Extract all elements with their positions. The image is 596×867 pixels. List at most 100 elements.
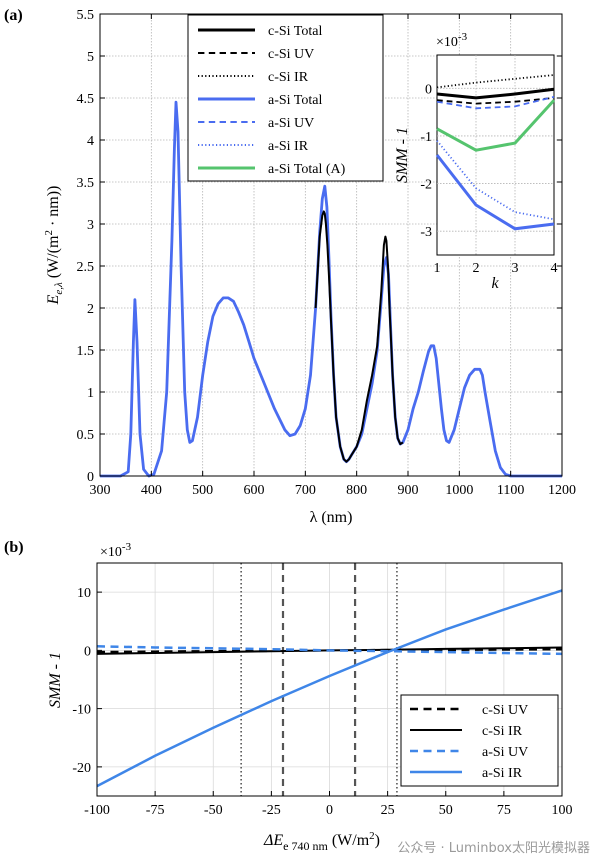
x-tick-label: 400 — [141, 483, 162, 498]
legend-label: a-Si IR — [268, 139, 309, 154]
panel-b-exponent: ×10-3 — [100, 541, 132, 560]
panel-b-xlabel-symbol: ΔE — [263, 832, 283, 849]
panel-b-xlabel-units: (W/m — [328, 832, 370, 849]
panel-a-ylabel-units: (W/(m — [45, 235, 62, 282]
y-tick-label: 1.5 — [77, 344, 95, 359]
inset-series-c-si-uv — [436, 97, 555, 105]
inset-x-tick-label: 2 — [473, 261, 480, 276]
legend-label: a-Si Total (A) — [268, 162, 346, 177]
inset-exponent-sup: -3 — [458, 31, 468, 43]
x-tick-label: 50 — [439, 803, 453, 818]
x-tick-label: -50 — [204, 803, 223, 818]
x-tick-label: 300 — [90, 483, 111, 498]
x-tick-label: 100 — [552, 803, 573, 818]
panel-a-series — [100, 100, 562, 478]
panel-b-series — [96, 589, 563, 788]
legend-label: c-Si IR — [268, 70, 309, 85]
x-tick-label: 700 — [295, 483, 316, 498]
inset-series-a-si-total — [435, 154, 555, 231]
inset-exponent: ×10-3 — [436, 31, 468, 50]
y-tick-label: 2.5 — [77, 260, 95, 275]
series-line-c-si-total — [314, 210, 404, 463]
panel-b-xlabel-sub: e 740 nm — [283, 839, 328, 853]
x-tick-label: 1000 — [445, 483, 473, 498]
legend-label: a-Si UV — [268, 116, 314, 131]
panel-b-y-axis-label: SMM - 1 — [47, 652, 64, 708]
panel-b-xlabel-tail: ) — [375, 832, 380, 849]
y-tick-label: 4.5 — [77, 92, 95, 107]
x-tick-label: 600 — [244, 483, 265, 498]
inset-series-a-si-uv — [436, 96, 555, 110]
x-tick-label: 1200 — [548, 483, 576, 498]
series-line-a-si-uv — [96, 645, 563, 656]
panel-b-x-axis-label: ΔEe 740 nm (W/m2) — [263, 830, 380, 853]
panel-a-axes-box — [99, 13, 563, 477]
legend-label: c-Si Total — [268, 24, 322, 39]
x-tick-label: 75 — [497, 803, 511, 818]
legend-label: a-Si IR — [482, 766, 523, 781]
inset-y-tick-label: -3 — [420, 225, 432, 240]
inset-series-a-si-ir — [436, 140, 555, 221]
panel-b-xlabel-sup: 2 — [369, 830, 375, 842]
y-tick-label: 10 — [77, 586, 91, 601]
panel-a-x-axis-label: λ (nm) — [310, 509, 353, 526]
inset-ticks: 1 2 3 4 -3 -2 -1 0 — [420, 82, 557, 276]
x-tick-label: -100 — [84, 803, 110, 818]
y-tick-label: 0 — [87, 470, 94, 485]
x-tick-label: 1100 — [497, 483, 524, 498]
x-tick-label: 900 — [398, 483, 419, 498]
x-tick-label: 500 — [192, 483, 213, 498]
panel-b-reference-lines — [240, 563, 398, 796]
panel-a-ylabel-sup: 2 — [43, 230, 55, 236]
inset-y-tick-label: 0 — [425, 82, 432, 97]
inset-x-axis-label: k — [491, 275, 499, 292]
panel-b-exponent-sup: -3 — [122, 541, 132, 553]
inset-series-a-si-total-a- — [436, 99, 556, 152]
x-tick-label: 800 — [346, 483, 367, 498]
panel-b-exponent-base: ×10 — [100, 545, 122, 560]
inset-series-c-si-ir — [436, 74, 555, 89]
y-tick-label: 5 — [87, 50, 94, 65]
panel-b-legend: c-Si UV c-Si IR a-Si UV a-Si IR — [400, 694, 559, 787]
series-line-a-si-ir — [96, 589, 563, 788]
inset-x-tick-label: 4 — [551, 261, 558, 276]
y-tick-label: 3.5 — [77, 176, 95, 191]
inset-y-tick-label: -1 — [420, 130, 432, 145]
panel-a-legend: c-Si Total c-Si UV c-Si IR a-Si Total a-Si U… — [187, 14, 384, 182]
panel-b-label: (b) — [4, 539, 24, 556]
y-tick-label: 4 — [87, 134, 94, 149]
inset-series — [435, 74, 556, 231]
panel-a-label: (a) — [4, 7, 23, 24]
y-tick-label: 3 — [87, 218, 94, 233]
inset-series-c-si-total — [436, 87, 555, 100]
y-tick-label: 0 — [84, 644, 91, 659]
inset-y-tick-label: -2 — [420, 178, 432, 193]
x-tick-label: -75 — [146, 803, 165, 818]
inset-x-tick-label: 1 — [434, 261, 441, 276]
x-tick-label: -25 — [262, 803, 281, 818]
panel-a-ylabel-tail: · nm)) — [45, 186, 62, 230]
legend-label: a-Si Total — [268, 93, 322, 108]
x-tick-label: 25 — [381, 803, 395, 818]
y-tick-label: -20 — [72, 761, 91, 776]
y-tick-label: 0.5 — [77, 428, 95, 443]
y-tick-label: 5.5 — [77, 8, 95, 23]
inset-grid — [437, 55, 554, 255]
legend-label: c-Si UV — [482, 703, 528, 718]
y-tick-label: -10 — [72, 703, 91, 718]
panel-a-ylabel-sub: e,λ — [53, 282, 65, 295]
panel-a-ylabel-symbol: E — [45, 294, 62, 305]
inset-y-axis-label: SMM - 1 — [394, 127, 411, 183]
y-tick-label: 1 — [87, 386, 94, 401]
legend-label: a-Si UV — [482, 745, 528, 760]
inset-x-tick-label: 3 — [512, 261, 519, 276]
inset-exponent-base: ×10 — [436, 35, 458, 50]
panel-a-ticks: 300 400 500 600 700 800 900 1000 1100 1200 0 0.5 1 1.… — [77, 8, 577, 498]
legend-label: c-Si UV — [268, 47, 314, 62]
panel-a-inset: 1 2 3 4-3-2-10 ×10-3 SMM - 1 k — [394, 31, 558, 292]
x-tick-label: 0 — [326, 803, 333, 818]
watermark-text: 公众号 · Luminbox太阳光模拟器 — [397, 841, 590, 856]
